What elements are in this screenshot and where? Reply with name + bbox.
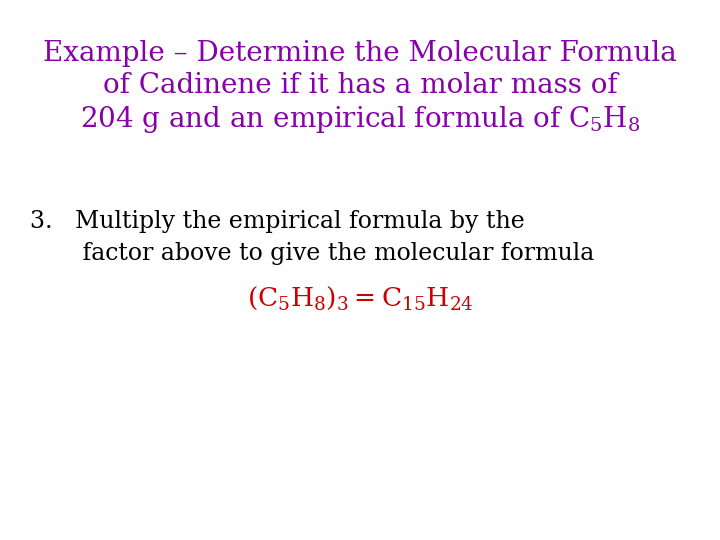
Text: $\mathregular{(C_5H_8)_3 = C_{15}H_{24}}$: $\mathregular{(C_5H_8)_3 = C_{15}H_{24}}… <box>247 285 473 313</box>
Text: 3.   Multiply the empirical formula by the: 3. Multiply the empirical formula by the <box>30 210 525 233</box>
Text: factor above to give the molecular formula: factor above to give the molecular formu… <box>30 242 594 265</box>
Text: Example – Determine the Molecular Formula: Example – Determine the Molecular Formul… <box>43 40 677 67</box>
Text: 204 g and an empirical formula of $\mathregular{C_5H_8}$: 204 g and an empirical formula of $\math… <box>80 104 640 135</box>
Text: of Cadinene if it has a molar mass of: of Cadinene if it has a molar mass of <box>103 72 617 99</box>
